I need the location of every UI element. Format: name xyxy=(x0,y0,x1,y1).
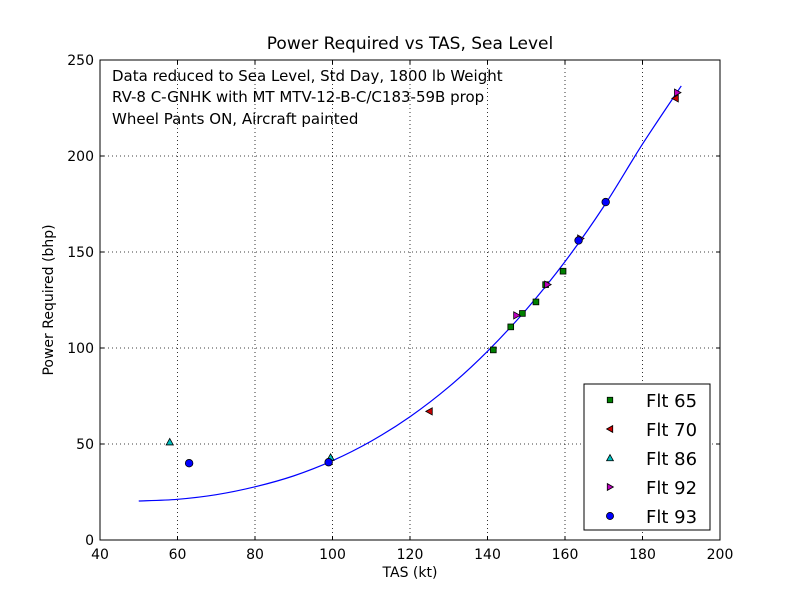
y-tick-label: 250 xyxy=(67,53,94,69)
legend-label: Flt 93 xyxy=(646,507,697,528)
x-tick-label: 40 xyxy=(91,547,109,563)
annotation-line-3: Wheel Pants ON, Aircraft painted xyxy=(112,110,358,128)
data-point xyxy=(674,88,682,97)
x-tick-label: 160 xyxy=(552,547,579,563)
data-point xyxy=(165,437,175,446)
y-tick-label: 150 xyxy=(67,245,94,261)
x-tick-label: 200 xyxy=(707,547,734,563)
legend: Flt 65 Flt 70 Flt 86 Flt 92 Flt 93 xyxy=(583,383,711,531)
x-tick-label: 60 xyxy=(169,547,187,563)
fit-curve xyxy=(138,85,682,502)
tick-labels: 40 60 80 100 120 140 160 180 200 0 50 100 150 200 250 xyxy=(67,53,733,563)
axis-ticks xyxy=(99,59,721,541)
y-tick-label: 0 xyxy=(85,533,94,549)
annotation-block: Data reduced to Sea Level, Std Day, 1800… xyxy=(112,67,503,128)
y-tick-label: 100 xyxy=(67,341,94,357)
data-point xyxy=(544,280,552,289)
chart-title: Power Required vs TAS, Sea Level xyxy=(267,34,553,54)
legend-label: Flt 65 xyxy=(646,391,697,412)
data-point xyxy=(507,323,515,331)
y-tick-label: 50 xyxy=(76,437,94,453)
x-tick-label: 100 xyxy=(319,547,346,563)
legend-marker-flt-93 xyxy=(606,512,614,520)
data-point xyxy=(559,267,567,275)
legend-label: Flt 92 xyxy=(646,478,697,499)
legend-box xyxy=(583,383,711,531)
data-point xyxy=(601,197,610,207)
annotation-line-1: Data reduced to Sea Level, Std Day, 1800… xyxy=(112,67,503,85)
data-point xyxy=(490,346,497,354)
x-tick-label: 180 xyxy=(629,547,656,563)
annotation-line-2: RV-8 C-GNHK with MT MTV-12-B-C/C183-59B … xyxy=(112,88,484,106)
legend-label: Flt 70 xyxy=(646,420,697,441)
legend-marker-flt-65 xyxy=(606,396,614,404)
data-point xyxy=(671,94,679,103)
data-point xyxy=(184,459,194,468)
y-axis-label: Power Required (bhp) xyxy=(41,224,57,375)
x-tick-label: 80 xyxy=(246,547,264,563)
legend-marker-flt-70 xyxy=(605,424,614,434)
x-tick-label: 140 xyxy=(474,547,501,563)
legend-items: Flt 65 Flt 70 Flt 86 Flt 92 Flt 93 xyxy=(605,391,697,528)
data-points xyxy=(165,88,682,468)
x-axis-label: TAS (kt) xyxy=(382,565,438,581)
data-point xyxy=(574,236,583,245)
data-point xyxy=(532,298,540,306)
y-tick-label: 200 xyxy=(67,149,94,165)
series-flt-93 xyxy=(184,197,610,468)
series-flt-70 xyxy=(424,94,679,416)
legend-marker-flt-86 xyxy=(605,453,615,462)
data-point xyxy=(519,310,526,317)
data-point xyxy=(513,311,521,320)
legend-marker-flt-92 xyxy=(606,482,615,492)
x-tick-label: 120 xyxy=(397,547,424,563)
data-point xyxy=(424,407,433,416)
legend-label: Flt 86 xyxy=(646,449,697,470)
data-point xyxy=(324,458,333,467)
